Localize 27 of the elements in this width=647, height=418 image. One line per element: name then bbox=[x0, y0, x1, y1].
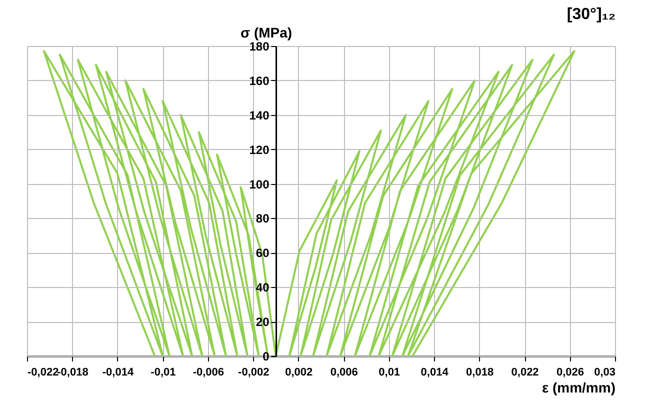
y-tick-label: 20 bbox=[256, 315, 270, 330]
y-tick-label: 80 bbox=[256, 212, 270, 226]
x-axis-title: ε (mm/mm) bbox=[542, 380, 616, 396]
x-tick-label: -0,002 bbox=[238, 366, 270, 378]
x-tick-label: 0,01 bbox=[378, 366, 400, 378]
y-tick-label: 60 bbox=[256, 246, 270, 260]
y-tick-label: 140 bbox=[249, 108, 270, 122]
y-tick-label: 120 bbox=[249, 142, 270, 157]
x-tick-label: 0,002 bbox=[285, 366, 313, 378]
chart-title: [30°]₁₂ bbox=[566, 6, 616, 23]
y-tick-label: 40 bbox=[256, 280, 270, 295]
x-tick-label: 0,018 bbox=[466, 366, 494, 378]
y-tick-label: 180 bbox=[249, 40, 270, 54]
y-axis-title: σ (MPa) bbox=[240, 24, 292, 40]
x-tick-label: -0,022 bbox=[28, 366, 59, 378]
x-tick-label: 0,03 bbox=[594, 366, 616, 378]
x-tick-label: 0,026 bbox=[556, 366, 584, 378]
y-tick-label: 0 bbox=[262, 350, 270, 364]
x-tick-label: 0,014 bbox=[420, 366, 450, 378]
x-tick-label: -0,018 bbox=[57, 366, 88, 378]
x-tick-label: -0,006 bbox=[192, 366, 224, 378]
y-tick-label: 100 bbox=[249, 177, 270, 192]
x-tick-label: -0,014 bbox=[102, 366, 134, 378]
x-tick-label: 0,022 bbox=[511, 366, 539, 378]
x-tick-label: -0,01 bbox=[150, 366, 176, 378]
y-tick-label: 160 bbox=[249, 74, 270, 88]
x-tick-label: 0,006 bbox=[330, 366, 358, 378]
